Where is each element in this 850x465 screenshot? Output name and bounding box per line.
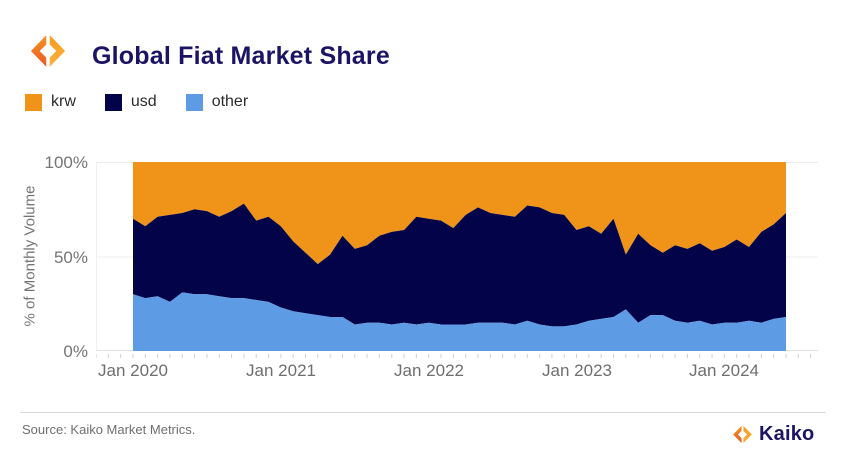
legend-swatch-other [185,93,203,111]
y-axis-tick-0: 0% [63,342,88,361]
kaiko-footer-logo-icon [733,425,752,444]
x-axis-label-2024: Jan 2024 [689,361,759,380]
legend-swatch-krw [25,93,42,111]
legend-item-krw: krw [25,93,76,111]
area-other [133,292,786,351]
footer-brand: Kaiko [731,423,814,446]
x-axis-label-2022: Jan 2022 [394,361,464,380]
kaiko-logo-icon [30,35,66,67]
legend-item-other: other [185,93,249,111]
stacked-area-chart [96,162,818,358]
x-axis-label-2020: Jan 2020 [98,361,168,380]
legend-label-usd: usd [130,93,157,110]
area-usd [133,203,786,327]
y-axis-tick-100: 100% [44,153,88,172]
footer-divider [20,412,826,413]
footer-brand-name: Kaiko [759,423,815,445]
x-axis-label-2023: Jan 2023 [542,361,612,380]
x-axis-label-2021: Jan 2021 [246,361,316,380]
page-title: Global Fiat Market Share [92,42,390,70]
legend-swatch-usd [104,93,122,111]
source-note: Source: Kaiko Market Metrics. [22,422,196,437]
area-krw [133,162,786,265]
y-axis-tick-50: 50% [53,248,88,267]
legend-label-krw: krw [51,93,76,110]
legend-label-other: other [211,93,249,110]
y-axis-title: % of Monthly Volume [21,185,39,327]
legend-item-usd: usd [104,93,157,111]
chart-legend: krw usd other [25,93,277,111]
